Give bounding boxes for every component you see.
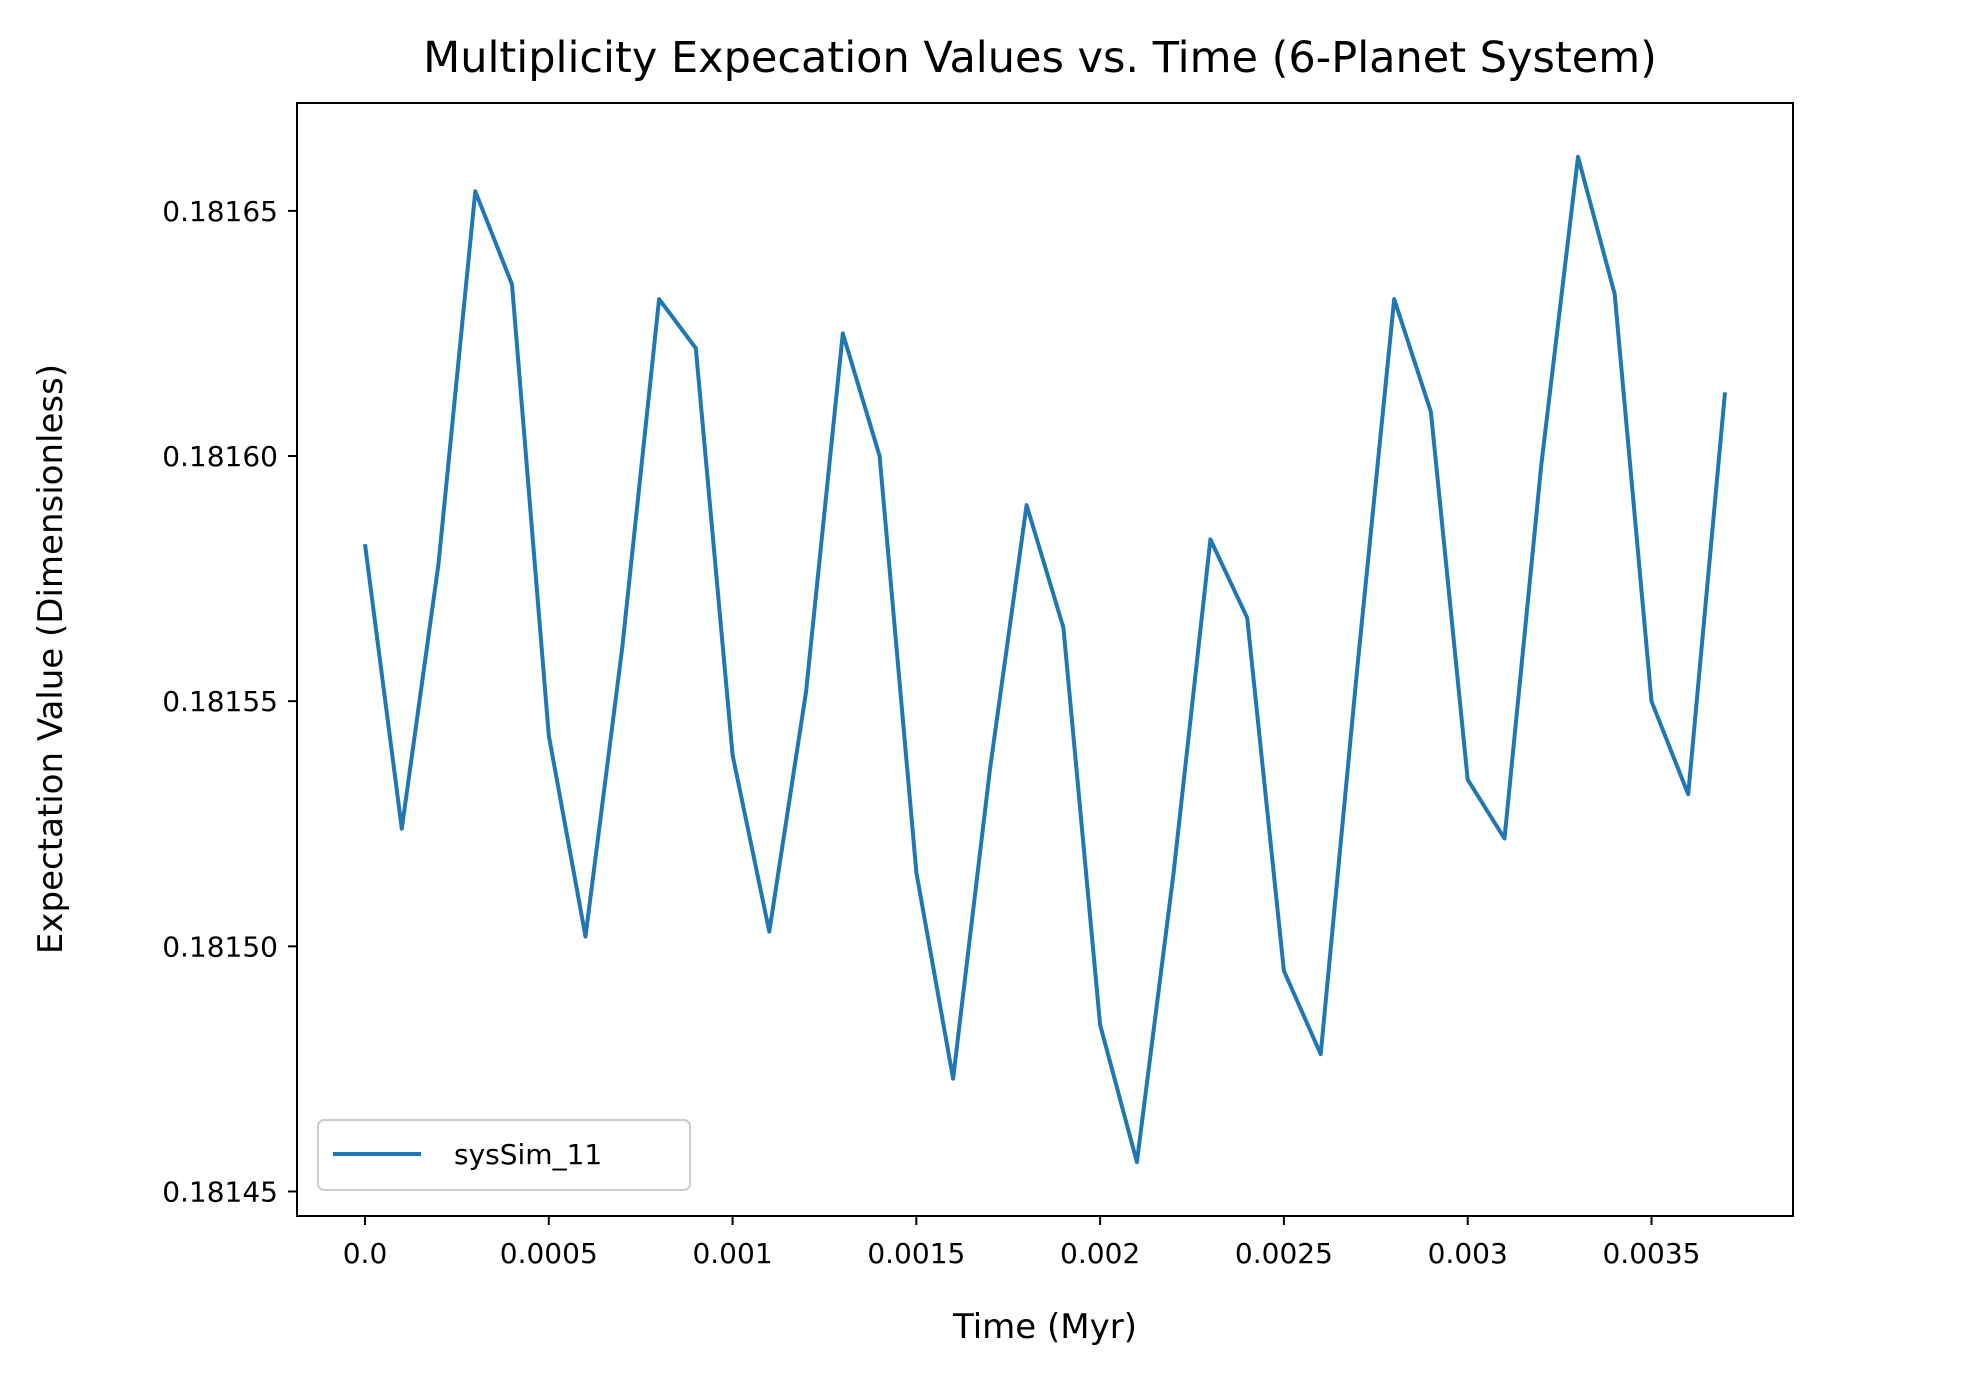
x-tick-label: 0.0025 — [1235, 1237, 1333, 1270]
x-tick-label: 0.0035 — [1602, 1237, 1700, 1270]
x-tick-label: 0.001 — [692, 1237, 772, 1270]
y-tick-label: 0.18150 — [162, 930, 278, 963]
x-tick-label: 0.0015 — [867, 1237, 965, 1270]
y-tick-label: 0.18155 — [162, 685, 278, 718]
plot-area — [297, 103, 1793, 1216]
legend-box — [317, 1119, 691, 1191]
x-tick-label: 0.0 — [343, 1237, 388, 1270]
y-axis-label: Expectation Value (Dimensionless) — [31, 364, 71, 954]
axes-frame — [296, 102, 1794, 1217]
y-tick-label: 0.18160 — [162, 440, 278, 473]
y-tick-label: 0.18145 — [162, 1175, 278, 1208]
x-tick-label: 0.003 — [1428, 1237, 1508, 1270]
chart-title: Multiplicity Expecation Values vs. Time … — [423, 33, 1657, 83]
series-layer — [363, 154, 1727, 1165]
legend: sysSim_11 — [317, 1119, 691, 1191]
y-axis: 0.18145 0.18150 0.18155 0.18160 0.18165 — [162, 195, 297, 1208]
x-tick-label: 0.002 — [1060, 1237, 1140, 1270]
x-axis-label: Time (Myr) — [952, 1307, 1137, 1347]
x-tick-label: 0.0005 — [500, 1237, 598, 1270]
legend-label: sysSim_11 — [454, 1138, 602, 1171]
y-tick-label: 0.18165 — [162, 195, 278, 228]
axes-background — [297, 103, 1793, 1216]
series-line-sysSim_11 — [363, 154, 1727, 1165]
x-axis: 0.0 0.0005 0.001 0.0015 0.002 0.0025 0.003 0.00… — [343, 1216, 1700, 1270]
